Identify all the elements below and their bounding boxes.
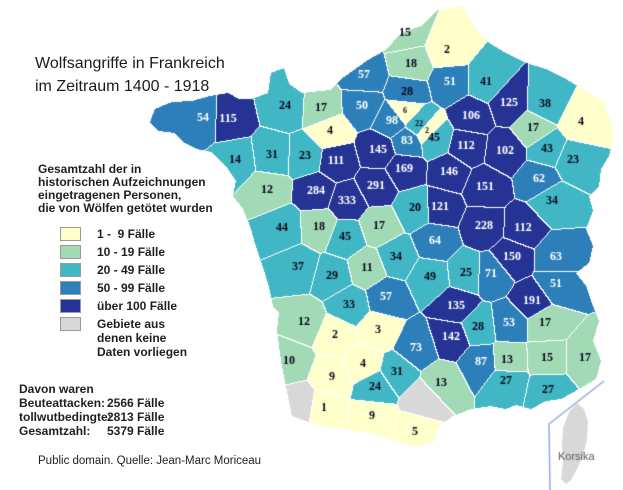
stats-label: tollwutbedingte: — [19, 410, 112, 424]
page-title: Wolfsangriffe in Frankreich im Zeitraum … — [35, 52, 225, 98]
title-line-2: im Zeitraum 1400 - 1918 — [35, 78, 210, 95]
stats-value: 2813 Fälle — [107, 410, 165, 424]
subtitle-line: historischen Aufzeichnungen — [38, 175, 206, 189]
legend-label: 10 - 19 Fälle — [97, 245, 166, 259]
legend-label: über 100 Fälle — [97, 299, 178, 313]
map-subtitle: Gesamtzahl der in historischen Aufzeichnu… — [38, 163, 213, 215]
subtitle-line: die von Wölfen getötet wurden — [38, 201, 213, 215]
stats-value: 5379 Fälle — [107, 424, 165, 438]
source-note: Public domain. Quelle: Jean-Marc Moricea… — [38, 455, 262, 467]
legend-item: 1 - 9 Fälle — [60, 227, 187, 241]
legend-swatch — [60, 317, 81, 331]
title-line-1: Wolfsangriffe in Frankreich — [35, 55, 225, 72]
legend-label: 20 - 49 Fälle — [97, 263, 166, 277]
subtitle-line: eingetragenen Personen, — [38, 188, 182, 202]
statistics-block: Davon waren Beuteattacken: 2566 Fälle tollw… — [19, 382, 164, 438]
legend-item: Gebiete aus denen keine Daten vorliegen — [60, 317, 187, 359]
stats-intro: Davon waren — [19, 382, 94, 396]
legend: 1 - 9 Fälle 10 - 19 Fälle 20 - 49 Fälle 50 … — [60, 227, 187, 363]
legend-label: 1 - 9 Fälle — [97, 227, 156, 241]
legend-label: 50 - 99 Fälle — [97, 281, 166, 295]
stats-value: 2566 Fälle — [107, 396, 165, 410]
legend-swatch — [60, 245, 81, 259]
legend-item: über 100 Fälle — [60, 299, 187, 313]
subtitle-line: Gesamtzahl der in — [38, 162, 142, 176]
legend-item: 10 - 19 Fälle — [60, 245, 187, 259]
stats-row: Beuteattacken: 2566 Fälle — [19, 396, 164, 410]
stats-label: Beuteattacken: — [19, 396, 106, 410]
legend-item: 50 - 99 Fälle — [60, 281, 187, 295]
legend-item: 20 - 49 Fälle — [60, 263, 187, 277]
stats-row: Gesamtzahl: 5379 Fälle — [19, 424, 164, 438]
legend-swatch — [60, 263, 81, 277]
legend-swatch — [60, 281, 81, 295]
stats-row: tollwutbedingte:2813 Fälle — [19, 410, 164, 424]
legend-label: Gebiete aus denen keine Daten vorliegen — [97, 317, 188, 359]
stats-label: Gesamtzahl: — [19, 424, 91, 438]
legend-swatch — [60, 299, 81, 313]
legend-swatch — [60, 227, 81, 241]
